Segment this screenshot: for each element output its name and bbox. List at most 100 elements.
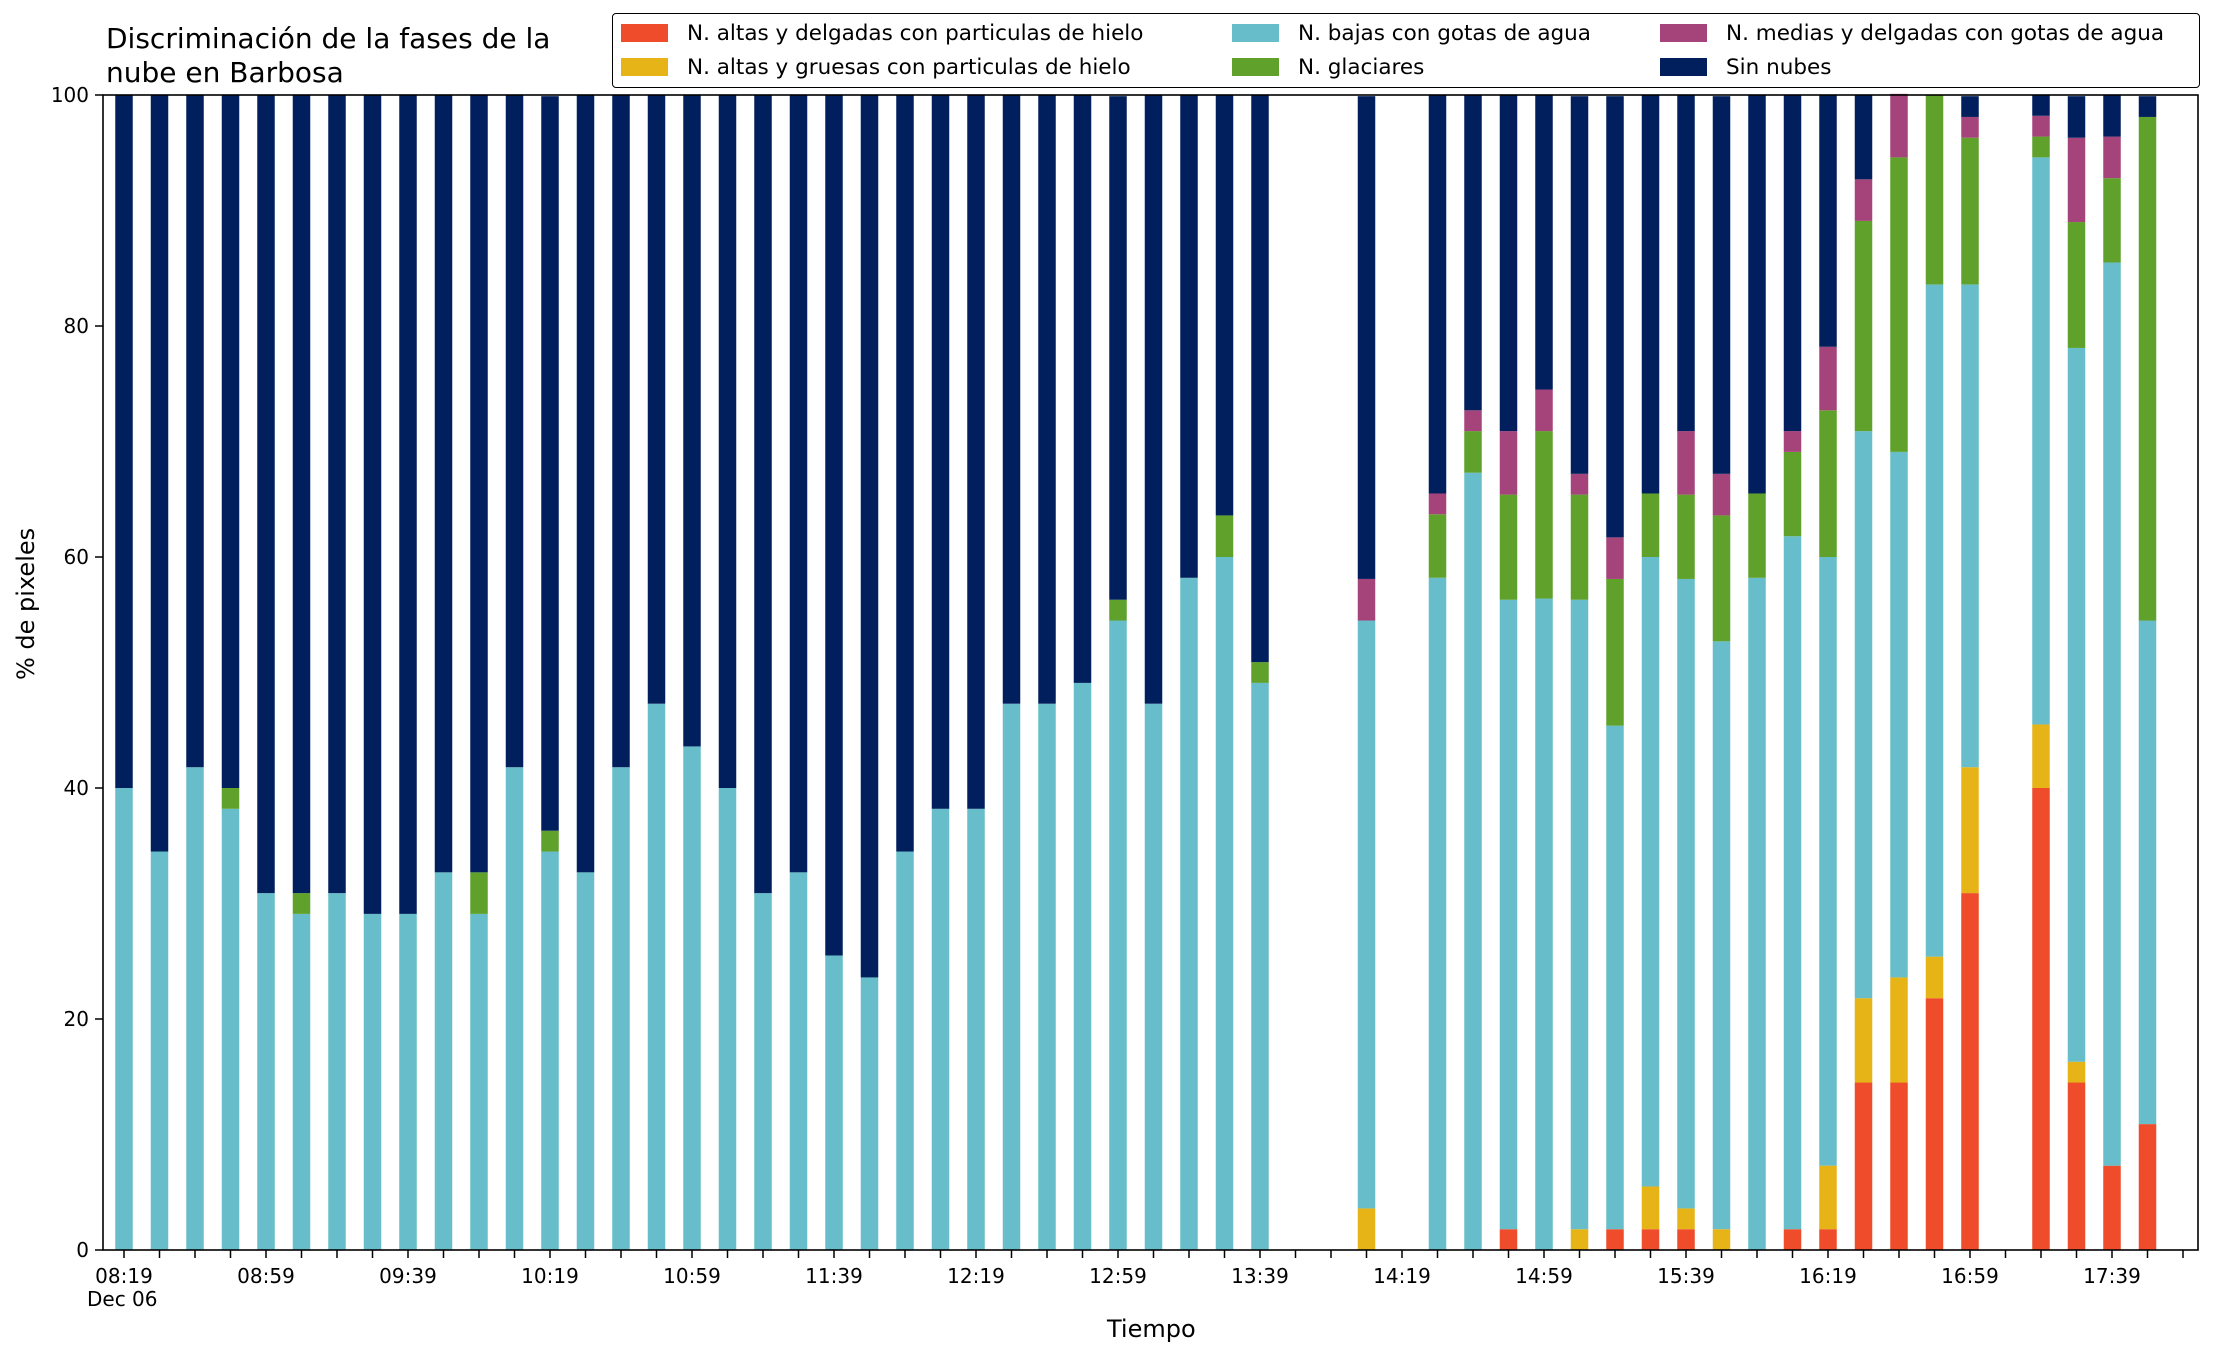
bar-segment-s5-46	[1748, 95, 1766, 494]
bar-segment-s2-45	[1712, 641, 1731, 1230]
bar-segment-s5-16	[683, 95, 701, 747]
x-tick-label: 12:19	[947, 1264, 1005, 1288]
bar-segment-s4-38	[1464, 410, 1482, 432]
bar-segment-s2-11	[505, 767, 524, 1250]
bar-segment-s2-25	[1002, 703, 1021, 1250]
bar-segment-s3-10	[470, 872, 488, 914]
x-tick-label: 12:59	[1089, 1264, 1147, 1288]
bar-segment-s4-52	[1961, 116, 1979, 138]
bar-segment-s2-3	[221, 808, 240, 1250]
bar-segment-s4-54	[2032, 115, 2050, 137]
bar-segment-s5-28	[1109, 96, 1127, 600]
bar-segment-s1-41	[1570, 1229, 1589, 1250]
bar-segment-s3-54	[2032, 136, 2050, 158]
bar-segment-s4-41	[1570, 473, 1589, 495]
bar-segment-s5-2	[186, 95, 204, 768]
bar-segment-s5-45	[1712, 96, 1731, 474]
bar-segment-s2-43	[1641, 557, 1660, 1187]
legend-label: N. glaciares	[1298, 54, 1425, 80]
x-tick-label: 15:39	[1657, 1264, 1715, 1288]
bar-segment-s0-51	[1925, 998, 1944, 1250]
legend-label: N. medias y delgadas con gotas de agua	[1726, 20, 2165, 46]
bar-segment-s2-17	[718, 788, 737, 1250]
bar-segment-s3-31	[1215, 515, 1234, 557]
bar-segment-s0-49	[1854, 1082, 1873, 1250]
bar-segment-s4-40	[1535, 389, 1553, 432]
bar-segment-s5-31	[1215, 95, 1234, 516]
bar-segment-s5-43	[1641, 95, 1660, 494]
bar-segment-s5-35	[1357, 96, 1376, 579]
x-tick-label: 16:19	[1799, 1264, 1857, 1288]
bar-segment-s4-56	[2103, 136, 2121, 179]
bar-segment-s4-49	[1854, 179, 1873, 221]
y-tick-label: 100	[51, 83, 89, 107]
bar-segment-s1-55	[2067, 1061, 2086, 1083]
bar-segment-s5-7	[363, 95, 382, 914]
bar-segment-s2-4	[257, 893, 275, 1250]
bar-segment-s3-46	[1748, 493, 1766, 578]
legend-swatch	[1660, 58, 1707, 76]
bar-segment-s5-37	[1428, 95, 1447, 494]
bar-segment-s5-41	[1570, 96, 1589, 474]
bar-segment-s4-48	[1819, 346, 1837, 411]
legend-label: N. altas y delgadas con particulas de hi…	[687, 20, 1144, 46]
bar-segment-s5-40	[1535, 95, 1553, 390]
bar-segment-s4-37	[1428, 493, 1447, 515]
bar-segment-s2-56	[2103, 262, 2121, 1166]
legend-item-3: N. glaciares	[1232, 50, 1660, 84]
bar-segment-s3-39	[1499, 494, 1518, 600]
legend-swatch	[1660, 24, 1707, 42]
bar-segment-s2-50	[1890, 451, 1908, 978]
bar-segment-s1-51	[1925, 956, 1944, 999]
bar-segment-s5-48	[1819, 95, 1837, 347]
bar-segment-s5-55	[2067, 96, 2086, 138]
bar-segment-s1-48	[1819, 1165, 1837, 1230]
bar-segment-s5-4	[257, 95, 275, 894]
bar-segment-s2-0	[115, 788, 133, 1250]
bar-segment-s2-7	[363, 913, 382, 1250]
bar-segment-s5-17	[718, 95, 737, 788]
bar-segment-s2-52	[1961, 284, 1979, 768]
y-axis-label: % de pixeles	[12, 527, 40, 680]
bar-segment-s3-38	[1464, 431, 1482, 473]
bar-segment-s0-56	[2103, 1165, 2121, 1250]
bar-segment-s5-30	[1180, 95, 1198, 578]
y-tick-label: 60	[64, 545, 89, 569]
legend-item-5: Sin nubes	[1660, 50, 2180, 84]
bar-segment-s1-43	[1641, 1186, 1660, 1230]
bar-segment-s2-16	[683, 746, 701, 1250]
bar-segment-s5-13	[576, 95, 595, 873]
legend-swatch	[621, 58, 668, 76]
bar-segment-s5-57	[2138, 96, 2157, 117]
bar-segment-s2-55	[2067, 347, 2086, 1062]
bar-segment-s0-42	[1606, 1229, 1624, 1250]
legend-item-0: N. altas y delgadas con particulas de hi…	[621, 16, 1232, 50]
bar-segment-s2-13	[576, 872, 595, 1250]
y-tick-label: 40	[64, 776, 89, 800]
bar-segment-s3-47	[1783, 451, 1802, 537]
x-tick-label: 08:59	[237, 1264, 295, 1288]
bar-segment-s2-1	[150, 851, 169, 1250]
bar-segment-s4-55	[2067, 137, 2086, 223]
bar-segment-s5-25	[1002, 95, 1021, 704]
bar-segment-s0-50	[1890, 1082, 1908, 1250]
bar-segment-s3-3	[221, 788, 240, 809]
bar-segment-s5-5	[292, 95, 311, 894]
x-tick-label: 10:59	[663, 1264, 721, 1288]
bar-segment-s5-15	[647, 95, 666, 704]
legend-item-2: N. bajas con gotas de agua	[1232, 16, 1660, 50]
bar-segment-s5-11	[505, 95, 524, 768]
bar-segment-s4-45	[1712, 473, 1731, 516]
chart-title-text: Discriminación de la fases de la nube en…	[106, 22, 551, 89]
bar-segment-s5-47	[1783, 95, 1802, 432]
bar-segment-s3-43	[1641, 493, 1660, 557]
bar-segment-s1-44	[1677, 1208, 1695, 1230]
bar-segment-s2-35	[1357, 620, 1376, 1209]
bar-segment-s5-54	[2032, 95, 2050, 116]
x-tick-label: 17:39	[2083, 1264, 2141, 1288]
bar-segment-s5-26	[1038, 95, 1056, 704]
bar-segment-s5-9	[434, 95, 453, 873]
x-tick-label: 13:39	[1231, 1264, 1289, 1288]
bar-segment-s4-50	[1890, 93, 1908, 158]
bar-segment-s2-15	[647, 703, 666, 1250]
